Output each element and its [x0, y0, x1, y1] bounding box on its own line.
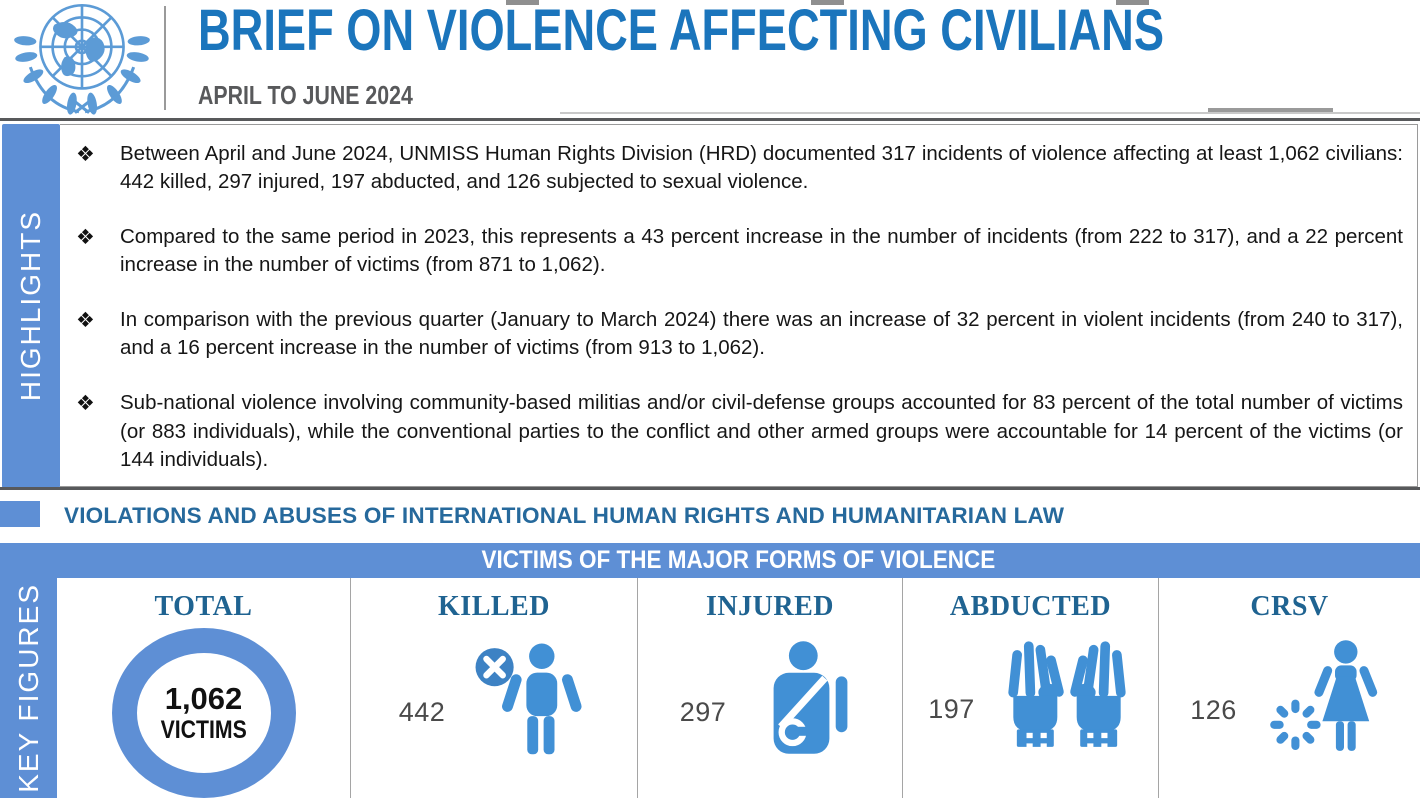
stat-value: 197 [928, 693, 975, 724]
total-value: 1,062 [164, 680, 243, 716]
abducted-icon [1007, 641, 1126, 749]
page-title: BRIEF ON VIOLENCE AFFECTING CIVILIANS [198, 0, 1164, 63]
header-rule [0, 118, 1420, 121]
crsv-icon [1269, 640, 1377, 751]
victims-banner-title: VICTIMS OF THE MAJOR FORMS OF VIOLENCE [481, 546, 996, 574]
section-heading: VIOLATIONS AND ABUSES OF INTERNATIONAL H… [64, 503, 1065, 528]
highlight-item: ❖ Sub-national violence involving commun… [76, 389, 1403, 473]
stat-value: 126 [1190, 694, 1237, 725]
stat-value: 442 [398, 696, 446, 727]
victims-banner: VICTIMS OF THE MAJOR FORMS OF VIOLENCE [0, 543, 1420, 578]
killed-icon [475, 643, 582, 755]
scan-artifact [560, 112, 1420, 114]
injured-icon [773, 641, 848, 754]
key-figures-sidebar: KEY FIGURES [0, 578, 57, 798]
total-unit: VICTIMS [160, 716, 247, 745]
highlight-item: ❖ Between April and June 2024, UNMISS Hu… [76, 140, 1403, 196]
column-crsv: CRSV 126 [1158, 578, 1420, 798]
column-header: INJURED [706, 591, 834, 622]
highlight-text: Between April and June 2024, UNMISS Huma… [120, 142, 1403, 194]
page-subtitle: APRIL TO JUNE 2024 [198, 80, 413, 110]
bullet-icon: ❖ [76, 225, 95, 250]
bullet-icon: ❖ [76, 142, 95, 166]
stat-value: 297 [679, 696, 727, 727]
column-header: TOTAL [154, 591, 253, 622]
column-abducted: ABDUCTED 197 [902, 578, 1158, 798]
scan-artifact [506, 0, 539, 5]
scan-artifact [1116, 0, 1149, 5]
bullet-icon: ❖ [76, 391, 95, 416]
column-injured: INJURED 297 [637, 578, 902, 798]
highlight-text: In comparison with the previous quarter … [120, 308, 1403, 360]
total-ring: 1,062 VICTIMS [111, 628, 296, 798]
highlight-text: Compared to the same period in 2023, thi… [120, 225, 1403, 277]
highlights-label: HIGHLIGHTS [15, 210, 46, 402]
key-figures-label: KEY FIGURES [12, 583, 44, 793]
section-heading-marker [0, 501, 40, 527]
highlights-box: ❖ Between April and June 2024, UNMISS Hu… [60, 124, 1418, 487]
un-logo-icon [14, 3, 150, 115]
column-header: ABDUCTED [949, 591, 1112, 622]
highlight-item: ❖ Compared to the same period in 2023, t… [76, 223, 1403, 279]
scan-artifact [1208, 108, 1333, 112]
highlight-text: Sub-national violence involving communit… [120, 391, 1403, 471]
bullet-icon: ❖ [76, 308, 95, 333]
key-figures-panel: TOTAL 1,062 VICTIMS KILLED 442 [57, 578, 1420, 798]
header-divider [164, 6, 166, 110]
highlight-item: ❖ In comparison with the previous quarte… [76, 306, 1403, 362]
column-header: KILLED [438, 591, 550, 622]
scan-artifact [811, 0, 844, 5]
highlights-bottom-rule [0, 487, 1420, 490]
column-header: CRSV [1250, 591, 1329, 622]
column-total: TOTAL 1,062 VICTIMS [57, 578, 350, 798]
highlights-sidebar: HIGHLIGHTS [2, 124, 60, 488]
column-killed: KILLED 442 [350, 578, 637, 798]
